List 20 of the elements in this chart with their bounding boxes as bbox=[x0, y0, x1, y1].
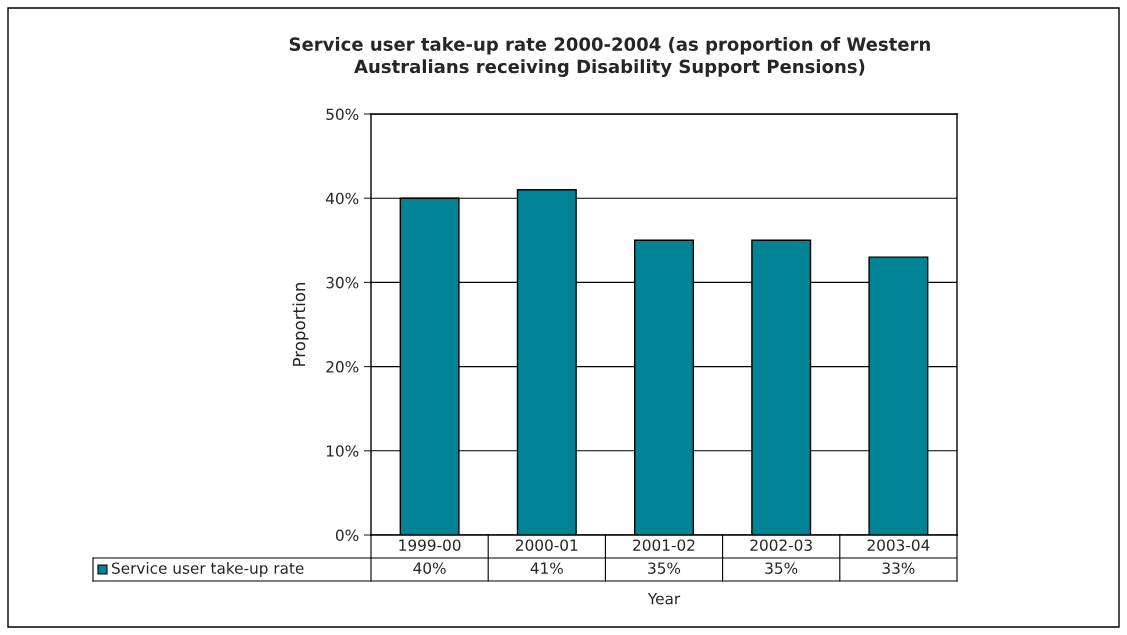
x-axis-title: Year bbox=[647, 593, 681, 605]
chart-title: Service user take-up rate 2000-2004 (as proportion of Western Australians receiving Disability Support Pensions) bbox=[289, 37, 930, 77]
data-label: 33% bbox=[882, 562, 915, 574]
data-label: 35% bbox=[648, 562, 681, 574]
legend-label: Service user take-up rate bbox=[112, 562, 304, 577]
x-tick-label: 2003-04 bbox=[867, 539, 930, 551]
y-tick-label: 20% bbox=[326, 361, 359, 373]
x-tick-label: 1999-00 bbox=[399, 539, 461, 551]
y-tick-label: 50% bbox=[326, 108, 359, 121]
y-tick-label: 0% bbox=[335, 529, 359, 542]
data-label: 35% bbox=[765, 562, 798, 574]
y-tick-label: 10% bbox=[326, 445, 359, 457]
x-tick-label: 2002-03 bbox=[750, 539, 812, 551]
y-tick-label: 30% bbox=[326, 276, 359, 289]
x-tick-label: 2001-02 bbox=[633, 539, 695, 551]
x-tick-label: 2000-01 bbox=[516, 539, 578, 551]
data-label: 40% bbox=[413, 562, 446, 574]
y-tick-label: 40% bbox=[325, 192, 359, 205]
y-axis-title: Proportion bbox=[292, 282, 309, 366]
data-label: 41% bbox=[530, 562, 563, 574]
